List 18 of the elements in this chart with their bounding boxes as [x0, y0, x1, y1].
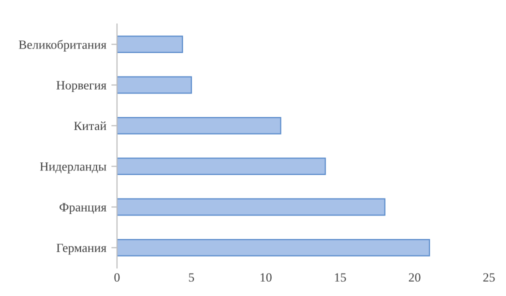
bar: [117, 158, 326, 176]
y-tick-label: Китай: [74, 121, 106, 130]
x-tick-label: 5: [189, 273, 194, 282]
bar: [117, 36, 184, 54]
bar: [117, 198, 386, 216]
x-tick-label: 20: [408, 273, 420, 282]
y-tick-label: Германия: [56, 244, 106, 255]
y-tick-label: Великобритания: [18, 40, 106, 52]
x-tick-label: 0: [114, 273, 120, 282]
x-tick-label: 10: [260, 273, 272, 282]
y-tick-label: Нидерланды: [40, 162, 106, 174]
y-tick-label: Норвегия: [56, 81, 106, 92]
bar: [117, 116, 282, 134]
bar: [117, 76, 192, 94]
bar: [117, 238, 430, 256]
y-tick-label: Франция: [60, 203, 106, 214]
x-tick-label: 25: [483, 273, 495, 282]
x-tick-label: 15: [335, 273, 346, 282]
